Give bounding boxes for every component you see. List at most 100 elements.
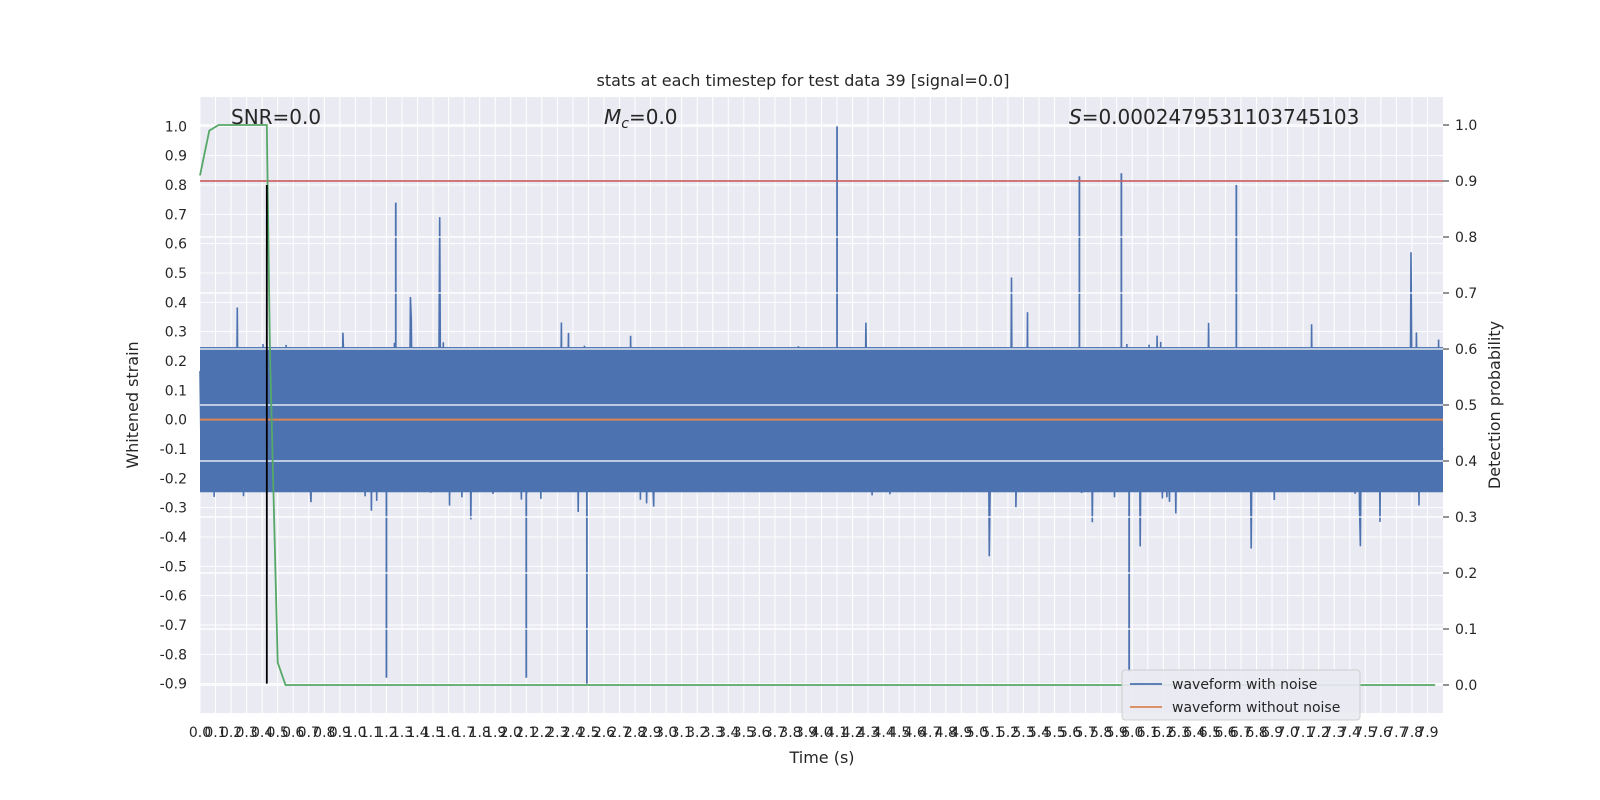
chirp-mass-annotation: Mc=0.0 (604, 105, 678, 132)
x-tick-label: 7.3 (1323, 725, 1345, 741)
series-lines (199, 124, 1443, 686)
x-tick-label: 0.0 (189, 725, 211, 741)
x-tick-label: 5.8 (1090, 725, 1112, 741)
s-value: =0.00024795311037451​03 (1082, 105, 1360, 129)
x-tick-label: 1.1 (360, 725, 382, 741)
y2-tick-label: 0.7 (1455, 286, 1477, 302)
x-tick-label: 3.3 (702, 725, 724, 741)
x-tick-label: 4.3 (857, 725, 879, 741)
x-tick-label: 2.2 (531, 725, 553, 741)
x-tick-label: 3.2 (686, 725, 708, 741)
y-tick-label: -0.8 (160, 647, 187, 663)
x-tick-label: 5.6 (1059, 725, 1081, 741)
y-tick-label: 0.5 (165, 266, 187, 282)
x-tick-label: 4.1 (826, 725, 848, 741)
x-axis-label: Time (s) (788, 748, 854, 767)
x-tick-label: 2.4 (562, 725, 584, 741)
y-tick-label: 0.9 (165, 149, 187, 165)
x-tick-label: 3.9 (795, 725, 817, 741)
detection-probability-line (199, 124, 1436, 686)
x-tick-label: 4.0 (810, 725, 832, 741)
x-tick-label: 7.0 (1276, 725, 1298, 741)
y-tick-label: 0.6 (165, 237, 187, 253)
x-tick-label: 2.6 (593, 725, 615, 741)
y-tick-label: 1.0 (165, 119, 187, 135)
x-tick-label: 3.7 (764, 725, 786, 741)
x-tick-label: 1.3 (391, 725, 413, 741)
y2-axis-label: Detection probability (1485, 321, 1504, 489)
x-tick-label: 5.9 (1106, 725, 1128, 741)
legend: waveform with noise waveform without noi… (1121, 669, 1361, 721)
y2-tick-label: 0.9 (1455, 174, 1477, 190)
x-tick-label: 1.4 (406, 725, 428, 741)
x-tick-label: 4.7 (919, 725, 941, 741)
x-tick-label: 7.2 (1308, 725, 1330, 741)
x-tick-label: 0.5 (267, 725, 289, 741)
x-tick-label: 0.3 (235, 725, 257, 741)
x-tick-label: 4.9 (950, 725, 972, 741)
y-tick-label: 0.2 (165, 354, 187, 370)
x-tick-label: 4.6 (904, 725, 926, 741)
x-tick-label: 2.1 (515, 725, 537, 741)
x-tick-label: 2.9 (639, 725, 661, 741)
x-tick-label: 6.9 (1261, 725, 1283, 741)
x-tick-label: 0.2 (220, 725, 242, 741)
x-tick-label: 0.1 (204, 725, 226, 741)
x-tick-label: 7.4 (1339, 725, 1361, 741)
y-tick-label: -0.9 (160, 677, 187, 693)
x-tick-label: 3.1 (671, 725, 693, 741)
x-tick-label: 1.7 (453, 725, 475, 741)
y2-tick-label: 0.8 (1455, 230, 1477, 246)
x-tick-label: 6.3 (1168, 725, 1190, 741)
x-tick-label: 2.8 (624, 725, 646, 741)
x-tick-label: 2.3 (546, 725, 568, 741)
x-tick-label: 3.0 (655, 725, 677, 741)
y-tick-label: -0.1 (160, 442, 187, 458)
y-tick-label: -0.7 (160, 618, 187, 634)
x-tick-label: 7.6 (1370, 725, 1392, 741)
y-axis-ticks: -0.9 -0.8 -0.7 -0.6 -0.5 -0.4 -0.3 -0.2 -0.1 0.0 0… (160, 119, 187, 692)
y-tick-label: 0.3 (165, 325, 187, 341)
y2-tick-label: 0.3 (1455, 510, 1477, 526)
y2-tick-label: 1.0 (1455, 118, 1477, 134)
x-tick-label: 6.0 (1121, 725, 1143, 741)
x-axis-ticks: 0.00.10.20.30.40.50.60.70.80.91.01.11.21… (189, 725, 1439, 741)
mc-subscript: c (621, 116, 629, 132)
x-tick-label: 0.7 (298, 725, 320, 741)
y2-tick-label: 0.6 (1455, 342, 1477, 358)
x-tick-label: 1.9 (484, 725, 506, 741)
y-axis-label: Whitened strain (123, 341, 142, 468)
x-tick-label: 0.9 (329, 725, 351, 741)
x-tick-label: 0.6 (282, 725, 304, 741)
y-tick-label: -0.6 (160, 589, 187, 605)
s-annotation: S=0.00024795311037451​03 (1069, 105, 1359, 129)
y-tick-label: 0.4 (165, 295, 187, 311)
x-tick-label: 3.8 (779, 725, 801, 741)
x-tick-label: 4.5 (888, 725, 910, 741)
x-tick-label: 6.7 (1230, 725, 1252, 741)
x-tick-label: 5.3 (1012, 725, 1034, 741)
y-tick-label: 0.8 (165, 178, 187, 194)
x-tick-label: 1.5 (422, 725, 444, 741)
y-tick-label: 0.7 (165, 207, 187, 223)
y2-tick-label: 0.2 (1455, 566, 1477, 582)
legend-frame (1121, 669, 1361, 721)
x-tick-label: 6.2 (1152, 725, 1174, 741)
s-symbol: S (1069, 105, 1082, 129)
y-tick-label: -0.3 (160, 501, 187, 517)
x-tick-label: 5.0 (966, 725, 988, 741)
x-tick-label: 3.4 (717, 725, 739, 741)
x-tick-label: 4.8 (935, 725, 957, 741)
x-tick-label: 3.6 (748, 725, 770, 741)
y-tick-label: 0.1 (165, 383, 187, 399)
y-tick-label: -0.5 (160, 559, 187, 575)
x-tick-label: 7.5 (1354, 725, 1376, 741)
mc-value: =0.0 (629, 105, 678, 129)
x-tick-label: 5.5 (1043, 725, 1065, 741)
x-tick-label: 7.8 (1401, 725, 1423, 741)
x-tick-label: 2.7 (608, 725, 630, 741)
x-tick-label: 2.0 (500, 725, 522, 741)
x-tick-label: 5.7 (1075, 725, 1097, 741)
y2-tick-label: 0.4 (1455, 454, 1477, 470)
